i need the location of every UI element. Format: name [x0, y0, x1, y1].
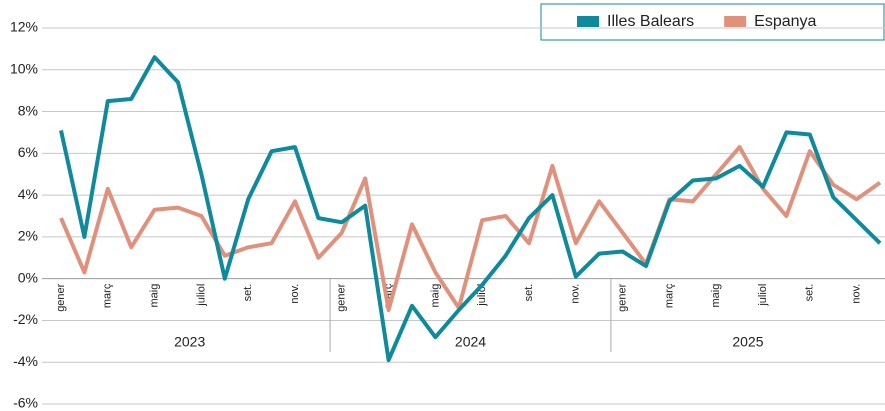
y-tick-label: -4% [13, 353, 38, 369]
series-line [59, 55, 882, 363]
y-tick-label: 10% [10, 60, 38, 76]
y-tick-label: -6% [13, 395, 38, 411]
y-tick-label: 2% [18, 228, 38, 244]
x-tick-label: set. [804, 284, 816, 302]
x-tick-label: nov. [851, 284, 863, 304]
x-tick-label: març [102, 283, 114, 308]
x-tick-label: maig [149, 284, 161, 308]
legend-label: Espanya [754, 13, 816, 30]
x-tick-label: set. [242, 284, 254, 302]
legend-swatch [724, 16, 747, 27]
x-tick-label: març [663, 283, 675, 308]
x-tick-label: maig [710, 284, 722, 308]
y-tick-label: 6% [18, 144, 38, 160]
x-tick-label: set. [523, 284, 535, 302]
x-tick-label: gener [55, 283, 67, 311]
legend-swatch [577, 16, 599, 27]
y-tick-label: 12% [10, 19, 38, 35]
y-tick-label: 0% [18, 269, 38, 285]
x-tick-label: gener [336, 283, 348, 311]
x-tick-label: juliol [195, 284, 207, 307]
legend-label: Illes Balears [607, 13, 694, 30]
x-group-label: 2025 [732, 334, 763, 350]
y-tick-label: 4% [18, 186, 38, 202]
x-tick-label: gener [617, 283, 629, 311]
series-line [59, 145, 882, 312]
x-group-label: 2023 [174, 334, 205, 350]
y-tick-label: 8% [18, 102, 38, 118]
x-tick-label: nov. [289, 284, 301, 304]
x-tick-label: nov. [570, 284, 582, 304]
y-tick-label: -2% [13, 311, 38, 327]
x-tick-label: juliol [757, 284, 769, 307]
x-group-label: 2024 [455, 334, 486, 350]
x-tick-label: maig [429, 284, 441, 308]
